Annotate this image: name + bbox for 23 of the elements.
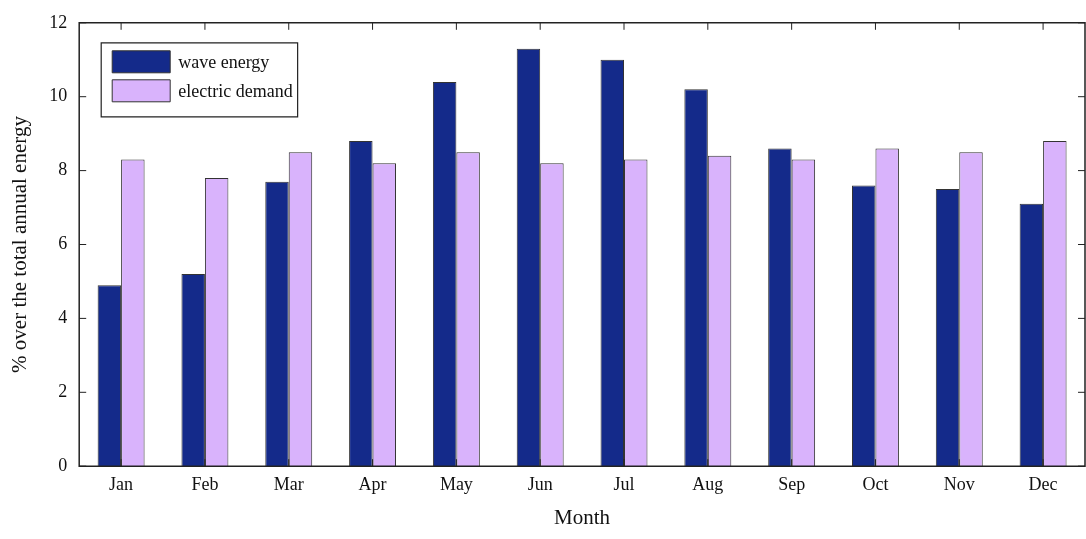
x-tick-label: Dec [1028,473,1058,494]
x-tick-label: Aug [692,473,724,494]
y-tick-label: 12 [49,11,68,32]
x-tick-label: May [439,473,473,494]
x-tick-label: Jan [109,473,134,494]
y-tick-label: 10 [49,85,68,106]
legend-label: wave energy [178,51,270,72]
x-tick-label: Apr [358,473,387,494]
x-tick-label: Feb [191,473,219,494]
x-axis-title: Month [554,504,611,529]
x-tick-label: Nov [943,473,975,494]
x-tick-label: Oct [862,473,889,494]
y-tick-label: 8 [58,159,68,180]
y-tick-label: 0 [58,454,68,475]
y-axis-title: % over the total annual energy [7,115,32,373]
y-tick-label: 6 [58,233,68,254]
x-tick-label: Mar [273,473,304,494]
y-tick-label: 4 [58,307,68,328]
x-tick-label: Jun [527,473,553,494]
x-tick-label: Sep [778,473,806,494]
x-tick-label: Jul [613,473,635,494]
y-tick-label: 2 [58,381,68,402]
legend-label: electric demand [178,80,293,101]
